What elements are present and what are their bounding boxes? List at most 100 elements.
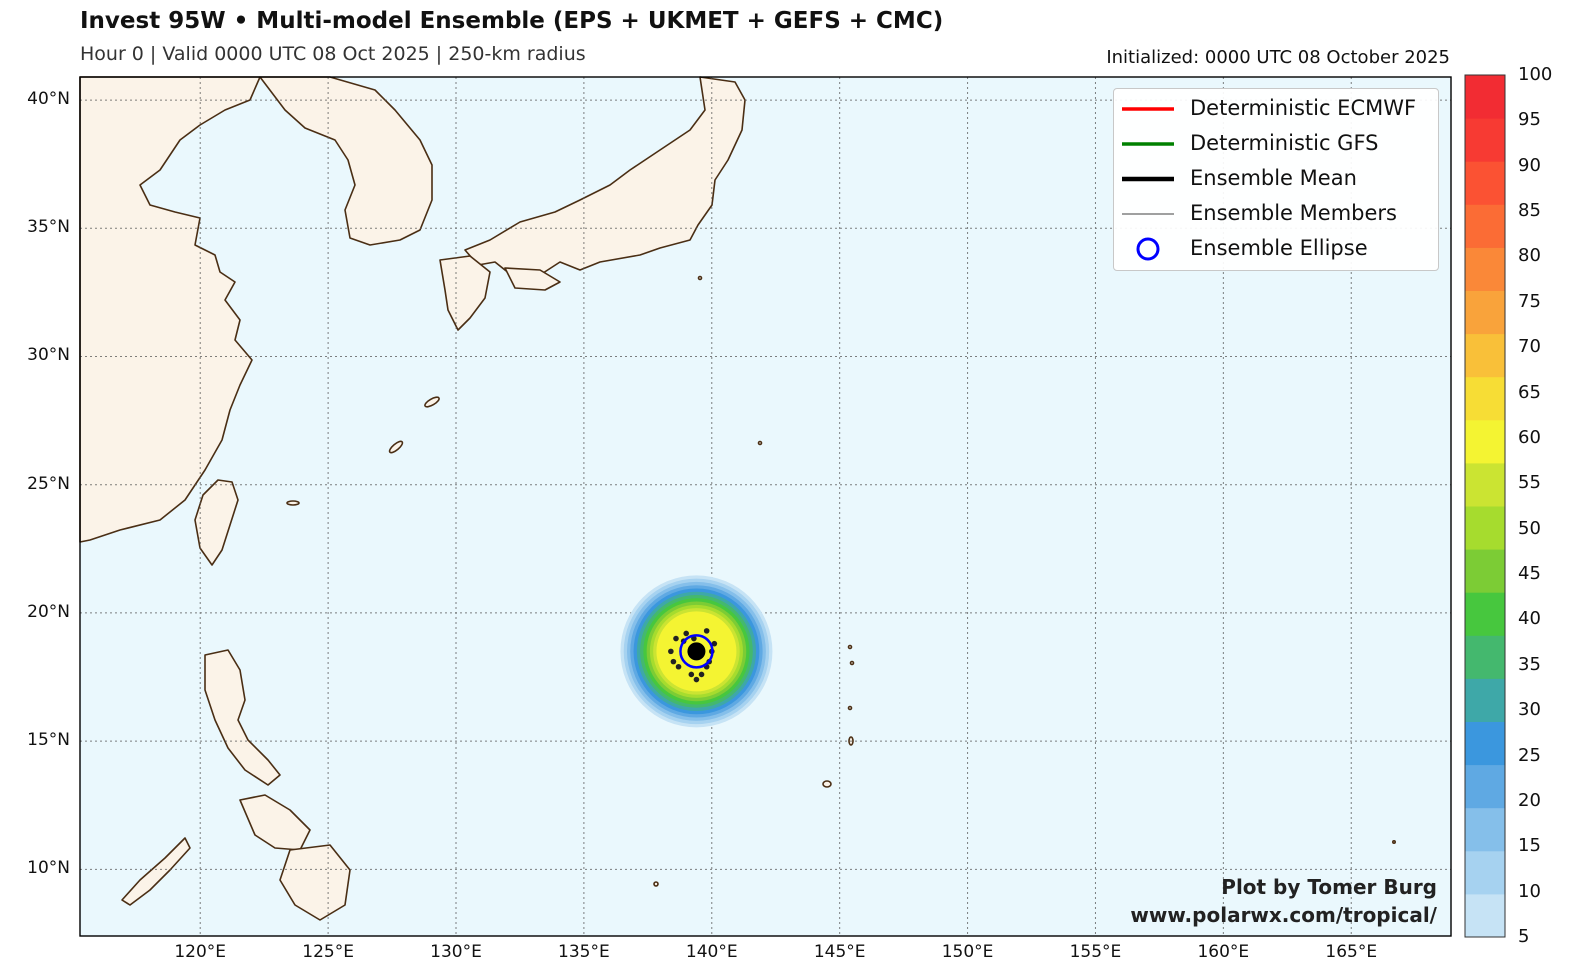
colorbar-tick-label: 75 (1518, 290, 1541, 312)
japan-shikoku (504, 267, 561, 291)
ensemble-member-point (668, 648, 674, 655)
ensemble-member-point (693, 676, 700, 683)
map-subtitle: Hour 0 | Valid 0000 UTC 08 Oct 2025 | 25… (80, 43, 586, 65)
colorbar-tick-label: 5 (1518, 926, 1530, 947)
latitude-tick-label: 10°N (27, 858, 70, 879)
latitude-tick-label: 15°N (27, 730, 70, 751)
map-frame (79, 76, 1452, 937)
gfs-line-icon (1122, 142, 1174, 146)
ensemble-member-point (673, 635, 679, 642)
colorbar-segment (1465, 893, 1505, 938)
ensemble-member-point (703, 628, 710, 634)
island (847, 644, 853, 650)
latitude-tick-label: 40°N (27, 89, 70, 110)
colorbar-segment (1465, 333, 1505, 378)
map-title: Invest 95W • Multi-model Ensemble (EPS +… (80, 8, 944, 34)
colorbar-segment (1465, 635, 1505, 679)
china-landmass (79, 76, 261, 543)
colorbar-segment (1465, 549, 1505, 593)
longitude-tick-label: 155°E (1069, 942, 1122, 962)
legend-item-gfs: Deterministic GFS (1114, 127, 1438, 162)
mean-line-icon (1122, 176, 1174, 182)
ensemble-mean-marker (687, 642, 706, 661)
island (757, 440, 763, 446)
taiwan (194, 479, 239, 566)
latitude-tick-label: 25°N (27, 473, 70, 494)
ensemble-member-point (691, 635, 697, 642)
colorbar-frame (1464, 74, 1506, 938)
colorbar-tick-label: 95 (1518, 109, 1541, 131)
philippines-palawan (121, 837, 191, 906)
ensemble-member-point (688, 671, 695, 678)
colorbar-tick-label: 85 (1518, 200, 1541, 222)
colorbar-segment (1465, 592, 1505, 636)
colorbar-segment (1465, 850, 1505, 895)
korea-landmass (259, 76, 433, 246)
ensemble-ellipse (679, 634, 714, 669)
colorbar-segment (1465, 721, 1505, 766)
legend-label: Ensemble Ellipse (1190, 236, 1368, 260)
longitude-tick-label: 125°E (302, 942, 354, 962)
colorbar-tick-label: 65 (1518, 381, 1541, 403)
longitude-tick-label: 165°E (1325, 942, 1378, 962)
colorbar-segment (1465, 247, 1505, 291)
colorbar-tick-label: 100 (1518, 64, 1553, 85)
credit-author: Plot by Tomer Burg (1221, 875, 1437, 899)
colorbar-segment (1465, 764, 1505, 809)
ensemble-member-point (711, 640, 718, 647)
island (822, 780, 832, 788)
colorbar-segment (1465, 376, 1505, 421)
island (847, 705, 853, 711)
members-line-icon (1122, 213, 1174, 215)
colorbar-tick-label: 25 (1518, 744, 1541, 766)
colorbar-tick-label: 90 (1518, 154, 1541, 176)
ensemble-member-point (675, 663, 682, 670)
colorbar-segment (1465, 419, 1505, 464)
ecmwf-line-icon (1122, 107, 1174, 111)
colorbar-tick-label: 40 (1518, 608, 1541, 630)
island (653, 881, 659, 887)
longitude-tick-label: 160°E (1197, 942, 1250, 962)
legend-item-ellipse: Ensemble Ellipse (1114, 232, 1438, 267)
philippines-mindanao (279, 844, 351, 921)
colorbar-tick-label: 10 (1518, 880, 1541, 902)
colorbar-segment (1465, 506, 1505, 550)
legend-item-mean: Ensemble Mean (1114, 162, 1438, 197)
colorbar-segment (1465, 161, 1505, 205)
philippines-visayas (239, 794, 311, 851)
island (697, 275, 703, 281)
legend-label: Deterministic GFS (1190, 131, 1379, 155)
legend-label: Deterministic ECMWF (1190, 96, 1417, 120)
colorbar-tick-label: 80 (1518, 245, 1541, 267)
colorbar-tick-label: 50 (1518, 517, 1541, 539)
longitude-tick-label: 135°E (558, 942, 610, 962)
colorbar-tick-label: 30 (1518, 699, 1541, 721)
japan-kyushu (439, 255, 491, 331)
colorbar-tick-label: 70 (1518, 336, 1541, 358)
latitude-tick-label: 35°N (27, 217, 70, 238)
colorbar-segment (1465, 290, 1505, 335)
colorbar-tick-label: 20 (1518, 789, 1541, 811)
longitude-tick-label: 130°E (430, 942, 482, 962)
island (1392, 839, 1397, 844)
latitude-tick-label: 20°N (27, 601, 70, 622)
colorbar-tick-label: 60 (1518, 426, 1541, 448)
colorbar-segment (1465, 118, 1505, 162)
island (849, 660, 855, 666)
philippines-luzon (204, 649, 281, 786)
ensemble-member-point (683, 630, 690, 637)
landmasses (79, 76, 1397, 921)
ryukyu-island (286, 500, 300, 506)
colorbar-tick-label: 35 (1518, 653, 1541, 675)
colorbar-tick-label: 45 (1518, 563, 1541, 585)
ensemble-member-point (670, 658, 677, 665)
legend-item-ecmwf: Deterministic ECMWF (1114, 92, 1438, 127)
credit-url: www.polarwx.com/tropical/ (1130, 903, 1437, 927)
longitude-tick-label: 150°E (941, 942, 994, 962)
longitude-tick-label: 140°E (685, 942, 738, 962)
legend-label: Ensemble Mean (1190, 166, 1357, 190)
colorbar-segment (1465, 807, 1505, 852)
latitude-tick-label: 30°N (27, 345, 70, 366)
ryukyu-island (388, 440, 404, 454)
colorbar-tick-label: 55 (1518, 472, 1541, 494)
